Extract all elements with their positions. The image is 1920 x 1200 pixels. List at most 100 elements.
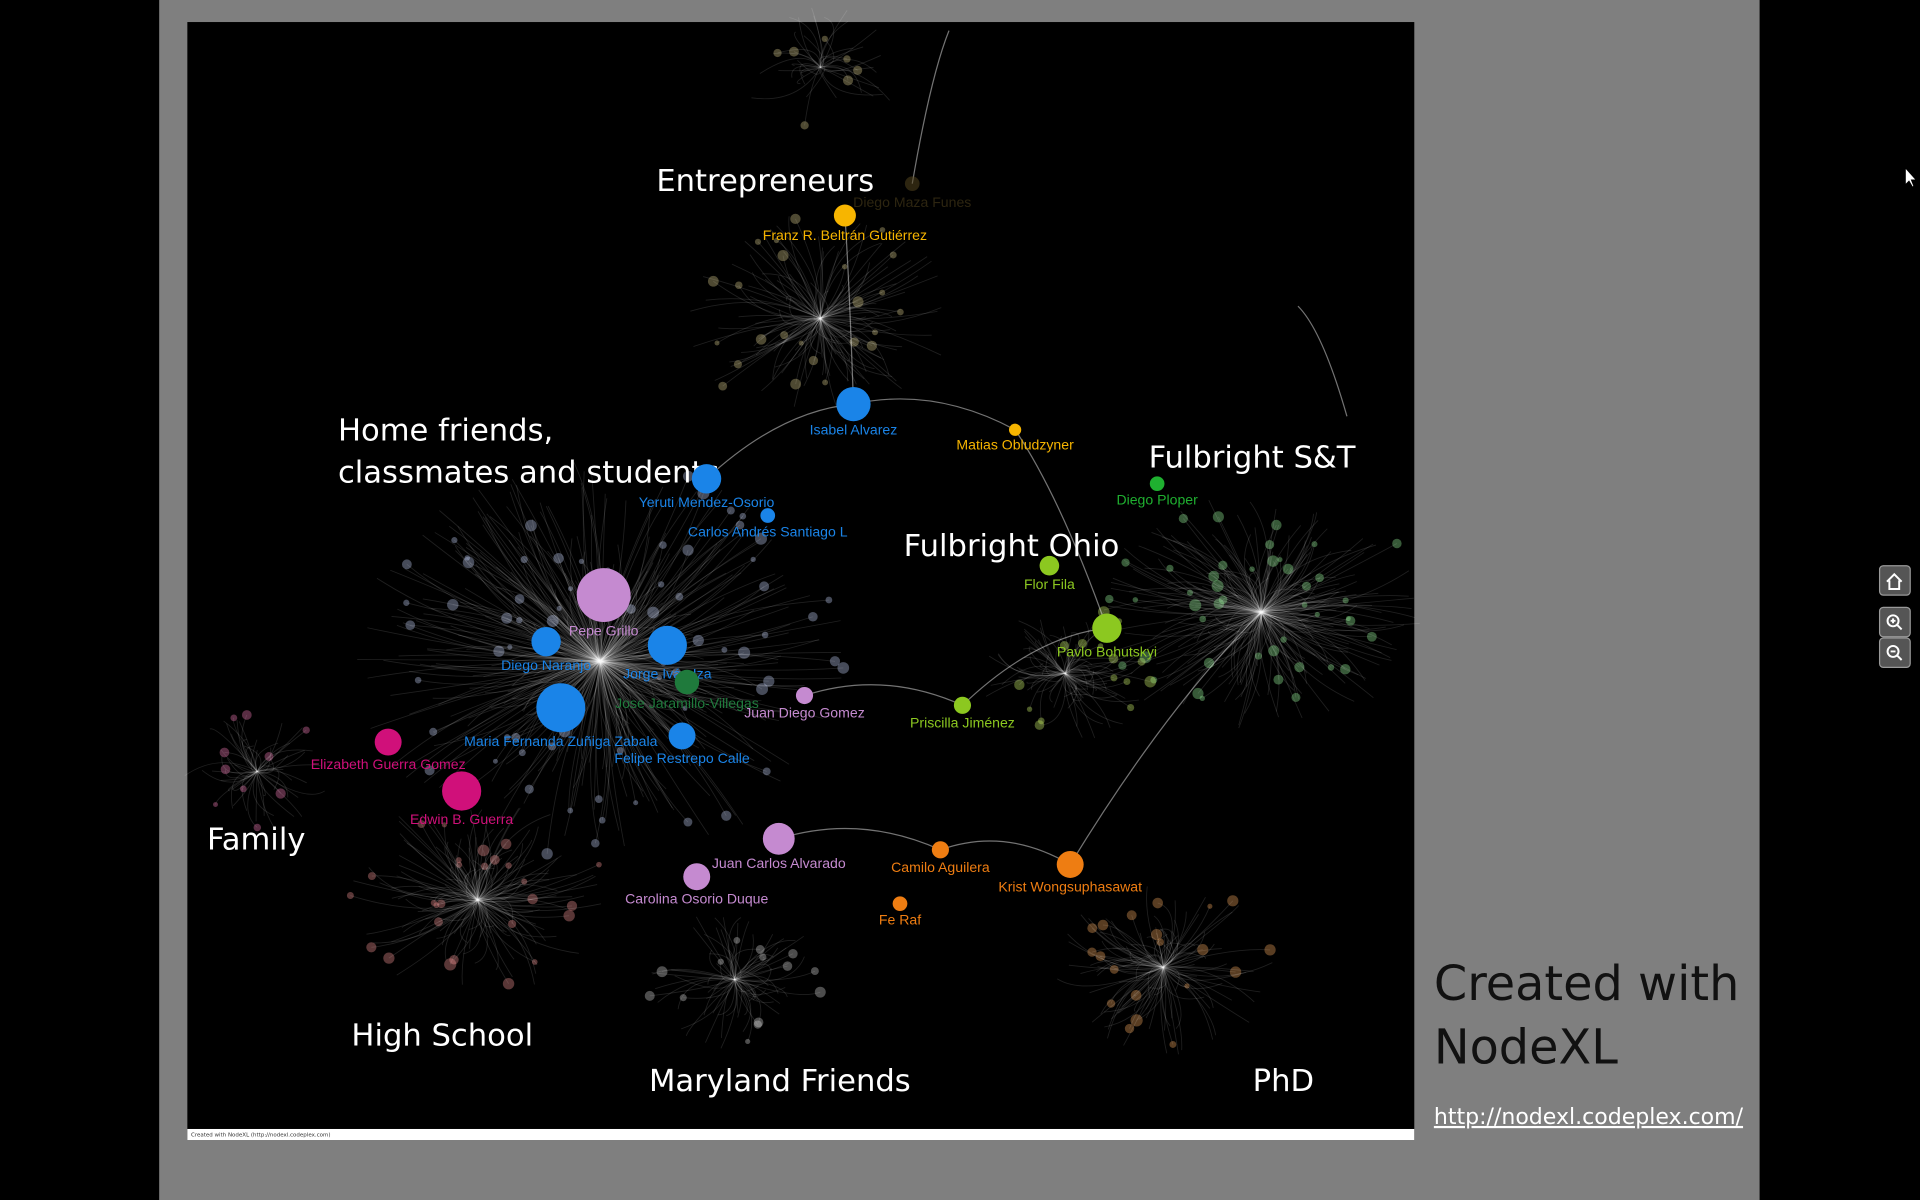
edge (477, 865, 510, 901)
edge (734, 979, 774, 1004)
minor-node (790, 378, 802, 390)
edge (245, 745, 258, 772)
edge (599, 661, 623, 736)
edge (717, 979, 736, 1016)
edge (256, 771, 303, 817)
edge (599, 661, 660, 792)
edge (1024, 636, 1066, 674)
edge (819, 251, 839, 319)
edge (398, 864, 478, 901)
edge (810, 318, 822, 354)
edge (1065, 656, 1118, 676)
edge (409, 660, 601, 677)
minor-node (821, 35, 828, 43)
minor-node (567, 807, 574, 814)
edge (468, 847, 479, 901)
minor-node (718, 381, 728, 391)
edge (403, 899, 478, 933)
edge (1065, 665, 1114, 674)
edge (398, 654, 601, 662)
edge (781, 318, 821, 374)
edge (820, 310, 893, 319)
edge (599, 661, 637, 803)
edge (421, 814, 478, 901)
edge (1064, 673, 1139, 702)
edge (820, 66, 874, 71)
edge (599, 548, 721, 662)
edge (820, 243, 883, 319)
edge (422, 534, 601, 662)
edge (1208, 612, 1262, 664)
edge (256, 769, 307, 784)
minor-node (567, 586, 573, 592)
edge (474, 837, 478, 901)
edge (1162, 911, 1233, 968)
edge (570, 538, 601, 662)
edge (1260, 611, 1326, 662)
edge (1016, 666, 1066, 675)
minor-node (500, 838, 512, 850)
zoom-out-button[interactable] (1878, 637, 1911, 668)
edge (1064, 673, 1096, 739)
edge (539, 511, 601, 662)
edge (477, 896, 573, 901)
minor-node (1178, 513, 1188, 524)
edge (1261, 604, 1416, 619)
edge (820, 318, 850, 362)
minor-node (780, 331, 789, 340)
edge (1133, 967, 1164, 996)
minor-node (1273, 674, 1284, 685)
link[interactable]: http://nodexl.codeplex.com/ (1434, 1105, 1744, 1130)
minor-node (464, 555, 471, 561)
edge (1214, 611, 1262, 627)
edge (820, 317, 942, 356)
edge (1112, 577, 1262, 614)
minor-node (521, 878, 528, 885)
minor-node (761, 631, 769, 639)
minor-node (1184, 983, 1190, 989)
edge (748, 285, 821, 319)
edge (776, 225, 821, 319)
zoom-in-button[interactable] (1878, 606, 1911, 638)
edge (599, 660, 691, 726)
edge (722, 917, 736, 980)
edge (734, 962, 789, 981)
edge (1260, 570, 1269, 613)
edge (820, 318, 882, 359)
edge (474, 899, 488, 964)
edge (599, 565, 745, 662)
minor-node (1301, 602, 1308, 608)
edge (1099, 932, 1164, 968)
edge (820, 292, 883, 319)
edge (495, 586, 601, 662)
edge (713, 280, 821, 320)
edge (599, 536, 650, 662)
edge (1261, 611, 1370, 630)
edge (712, 979, 735, 1014)
minor-node (800, 121, 809, 130)
edge (1039, 673, 1067, 726)
edge (1260, 612, 1275, 651)
edge (734, 934, 754, 980)
edge (1261, 601, 1347, 613)
edge (1029, 673, 1066, 710)
edge (734, 979, 780, 1015)
edge (1260, 611, 1294, 679)
home-button[interactable] (1878, 565, 1911, 596)
edge (734, 978, 781, 1004)
edge (599, 574, 784, 662)
edge (755, 317, 821, 356)
edge (472, 867, 495, 901)
edge (250, 739, 258, 773)
edge (476, 865, 487, 901)
edge (1261, 590, 1346, 613)
edge (1202, 612, 1262, 699)
minor-node (489, 854, 500, 865)
edge (454, 539, 601, 662)
edge (1080, 914, 1164, 968)
edge (599, 651, 779, 662)
edge (599, 574, 733, 662)
edge (511, 479, 601, 662)
edge (599, 627, 656, 662)
